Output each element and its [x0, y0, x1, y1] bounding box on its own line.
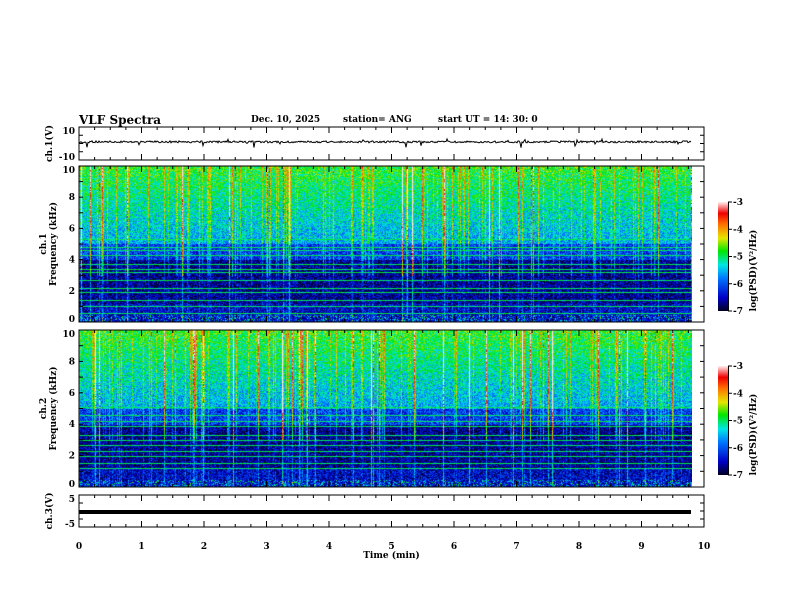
y-tick-label: 0	[69, 480, 75, 490]
colorbar-tick-label: -6	[733, 444, 743, 454]
y-tick-label: 2	[69, 452, 75, 462]
ch1-spectrogram-ylabel: Frequency (kHz)	[48, 202, 59, 286]
y-tick-label: 4	[69, 256, 75, 266]
x-tick-label: 9	[638, 542, 644, 552]
ch3-waveform-ylabel: ch.3(V)	[44, 493, 55, 530]
colorbar-tick-label: -5	[733, 253, 743, 263]
y-tick-label: 8	[69, 357, 75, 367]
date-label: Dec. 10, 2025	[251, 115, 321, 125]
figure-title: VLF Spectra	[79, 113, 162, 127]
x-axis-label: Time (min)	[363, 550, 420, 561]
x-tick-label: 2	[201, 542, 207, 552]
colorbar-tick-label: -4	[733, 389, 743, 399]
ch2-spectrogram	[79, 330, 692, 487]
x-tick-label: 0	[76, 542, 82, 552]
ch1-spectrogram-colorbar-label: log(PSD)(V²/Hz)	[748, 230, 759, 312]
colorbar-tick-label: -5	[733, 417, 743, 427]
y-tick-label: 10	[62, 127, 75, 137]
colorbar-tick-label: -7	[733, 471, 743, 481]
ch2-spectrogram-frame	[78, 329, 705, 488]
y-tick-label: -5	[65, 520, 75, 530]
ch1-waveform-trace	[78, 137, 692, 148]
colorbar-tick-label: -4	[733, 225, 743, 235]
colorbar-tick-label: -3	[733, 198, 743, 208]
y-tick-label: 5	[69, 495, 75, 505]
ch2-spectrogram-ylabel-channel: ch.2	[39, 398, 49, 419]
x-tick-label: 5	[388, 542, 394, 552]
x-tick-label: 3	[263, 542, 269, 552]
ch2-spectrogram-colorbar-label: log(PSD)(V²/Hz)	[748, 394, 759, 476]
x-tick-label: 8	[576, 542, 582, 552]
colorbar-tick-label: -7	[733, 307, 743, 317]
y-tick-label: 6	[69, 224, 75, 234]
ch1-spectrogram-ylabel-channel: ch.1	[39, 233, 49, 254]
y-tick-label: 2	[69, 287, 75, 297]
x-tick-label: 6	[451, 542, 457, 552]
start-time-label: start UT = 14: 30: 0	[438, 115, 538, 125]
station-label: station= ANG	[343, 115, 412, 125]
ch1-waveform-ylabel: ch.1(V)	[44, 125, 55, 162]
y-tick-label: 0	[69, 315, 75, 325]
colorbar-tick-label: -6	[733, 280, 743, 290]
y-tick-label: 8	[69, 193, 75, 203]
x-tick-label: 10	[698, 542, 711, 552]
ch2-spectrogram-ylabel: Frequency (kHz)	[48, 366, 59, 450]
y-tick-label: 10	[62, 330, 75, 340]
ch1-spectrogram	[79, 166, 692, 322]
colorbar-tick-label: -3	[733, 362, 743, 372]
y-tick-label: 4	[69, 420, 75, 430]
y-tick-label: -10	[59, 153, 75, 163]
ch2-colorbar	[718, 366, 728, 475]
x-tick-label: 7	[513, 542, 519, 552]
ch1-spectrogram-frame	[78, 165, 705, 323]
y-tick-label: 10	[62, 166, 75, 176]
x-tick-label: 4	[326, 542, 332, 552]
x-tick-label: 1	[138, 542, 144, 552]
ch1-colorbar	[718, 202, 728, 311]
y-tick-label: 6	[69, 389, 75, 399]
